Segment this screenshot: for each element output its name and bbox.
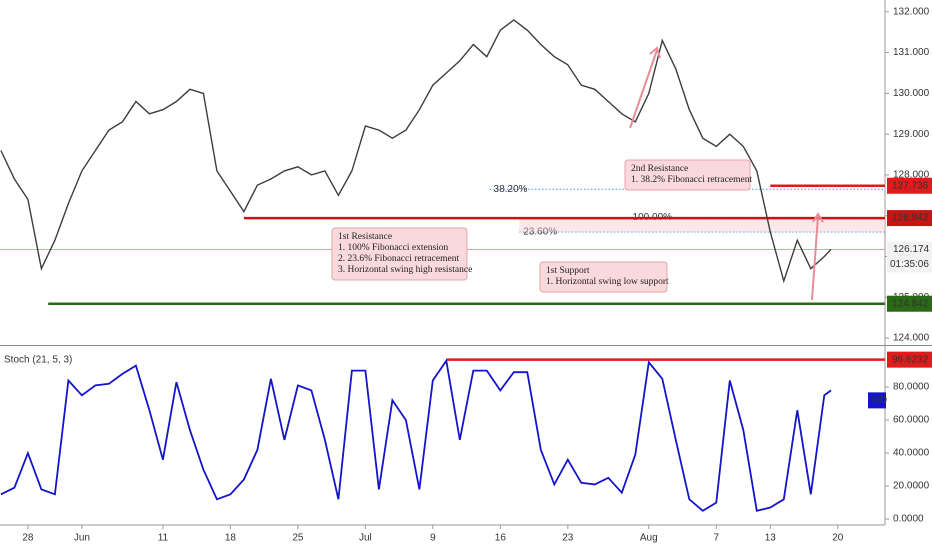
level-label-box: [887, 177, 932, 194]
annotation-box: [331, 227, 468, 281]
x-tick-label: 11: [158, 533, 169, 544]
y-tick-label: 0.0000: [893, 514, 924, 525]
y-tick-label: 124.000: [893, 333, 930, 344]
annotation-text: 1st Support: [546, 266, 590, 276]
level-label: 96.6232: [892, 354, 929, 365]
annotation-text: 1. 38.2% Fibonacci retracement: [631, 175, 752, 185]
annotation-text: 1. 100% Fibonacci extension: [338, 243, 449, 253]
y-tick-label: 40.0000: [893, 448, 930, 459]
legend-box: [868, 392, 886, 409]
panel-title: Stoch (21, 5, 3): [4, 355, 72, 366]
y-tick-label: 131.000: [893, 47, 930, 58]
y-tick-label: 129.000: [893, 129, 930, 140]
x-tick-label: 16: [495, 533, 507, 544]
x-tick-label: 28: [22, 533, 34, 544]
x-tick-label: 18: [225, 533, 237, 544]
current-price-box: [887, 241, 932, 273]
level-label: 127.736: [892, 180, 929, 191]
x-tick-label: Jun: [74, 533, 90, 544]
level-label-box: [887, 210, 932, 227]
x-tick-label: Jul: [359, 533, 372, 544]
x-tick-label: 23: [562, 533, 574, 544]
y-tick-label: 128.000: [893, 170, 930, 181]
annotation-box: [624, 159, 751, 191]
legend-label: %D: [871, 395, 887, 406]
x-tick-label: Aug: [640, 533, 658, 544]
y-tick-label: 80.0000: [893, 382, 930, 393]
level-label: 126.942: [892, 213, 929, 224]
fib-label: 23.60%: [523, 227, 557, 238]
annotation-text: 2nd Resistance: [631, 164, 688, 174]
y-tick-label: 132.000: [893, 6, 930, 17]
annotation-box: [539, 261, 668, 293]
series-line: [0, 19, 832, 284]
x-tick-label: 13: [765, 533, 777, 544]
y-tick-label: 60.0000: [893, 415, 930, 426]
level-label: 124.842: [892, 298, 929, 309]
x-tick-label: 7: [714, 533, 720, 544]
annotation-text: 3. Horizontal swing high resistance: [338, 265, 472, 275]
x-tick-label: 9: [430, 533, 436, 544]
fib-zone: [519, 217, 885, 233]
series-line: [0, 358, 832, 512]
level-label-box: [887, 351, 932, 368]
x-tick-label: 25: [292, 533, 304, 544]
current-price-label: 126.174: [893, 244, 930, 255]
annotation-text: 2. 23.6% Fibonacci retracement: [338, 254, 459, 264]
fib-label: 38.20%: [494, 184, 528, 195]
annotation-text: 1st Resistance: [338, 232, 392, 242]
x-tick-label: 20: [832, 533, 844, 544]
arrow: [629, 46, 661, 129]
y-tick-label: 130.000: [893, 88, 930, 99]
level-label-box: [887, 295, 932, 312]
annotation-text: 1. Horizontal swing low support: [546, 277, 669, 287]
arrow: [811, 212, 824, 301]
countdown-label: 01:35:06: [890, 259, 929, 270]
y-tick-label: 20.0000: [893, 481, 930, 492]
